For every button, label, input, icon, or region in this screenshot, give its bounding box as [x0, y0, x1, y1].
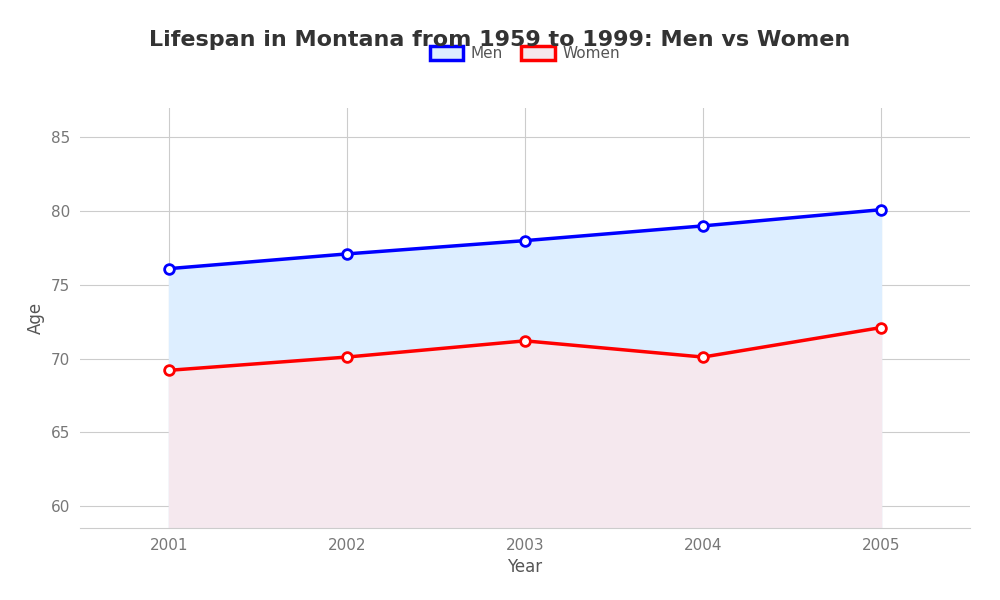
Text: Lifespan in Montana from 1959 to 1999: Men vs Women: Lifespan in Montana from 1959 to 1999: M…	[149, 30, 851, 50]
Legend: Men, Women: Men, Women	[424, 40, 626, 67]
X-axis label: Year: Year	[507, 558, 543, 576]
Y-axis label: Age: Age	[27, 302, 45, 334]
